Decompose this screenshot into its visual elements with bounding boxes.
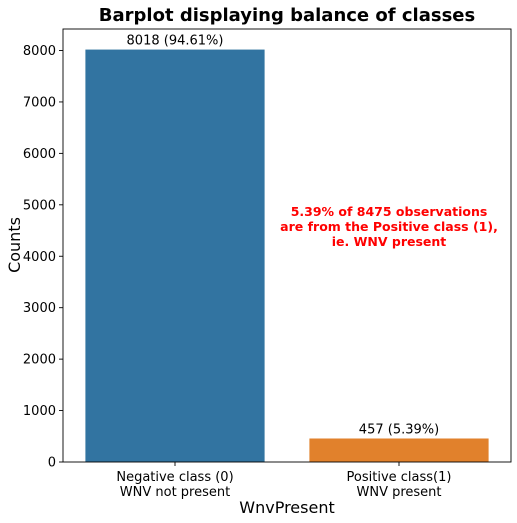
y-tick-label-1: 1000 — [23, 404, 56, 419]
bar-1 — [309, 438, 488, 462]
y-axis-label: Counts — [5, 217, 24, 273]
y-tick-label-0: 0 — [48, 456, 56, 471]
x-tick-label-1: Positive class(1) WNV present — [347, 470, 452, 500]
annotation-line: ie. WNV present — [332, 234, 447, 249]
bar-label-0: 8018 (94.61%) — [127, 34, 224, 49]
annotation-line: 5.39% of 8475 observations — [291, 204, 488, 219]
y-tick-label-7: 7000 — [23, 95, 56, 110]
y-tick-label-8: 8000 — [23, 44, 56, 59]
y-tick-label-2: 2000 — [23, 353, 56, 368]
y-tick-label-6: 6000 — [23, 147, 56, 162]
x-tick-label-line: WNV not present — [120, 485, 230, 500]
x-tick-label-line: Positive class(1) — [347, 470, 452, 485]
chart-title: Barplot displaying balance of classes — [99, 5, 475, 26]
bar-0 — [85, 50, 264, 462]
annotation-line: are from the Positive class (1), — [280, 219, 498, 234]
x-tick-label-line: Negative class (0) — [116, 470, 233, 485]
y-tick-label-5: 5000 — [23, 198, 56, 213]
x-tick-label-line: WNV present — [356, 485, 441, 500]
x-tick-label-0: Negative class (0) WNV not present — [116, 470, 233, 500]
y-tick-label-3: 3000 — [23, 301, 56, 316]
bar-label-1: 457 (5.39%) — [359, 422, 439, 437]
y-tick-label-4: 4000 — [23, 250, 56, 265]
x-axis-label: WnvPresent — [239, 498, 334, 517]
